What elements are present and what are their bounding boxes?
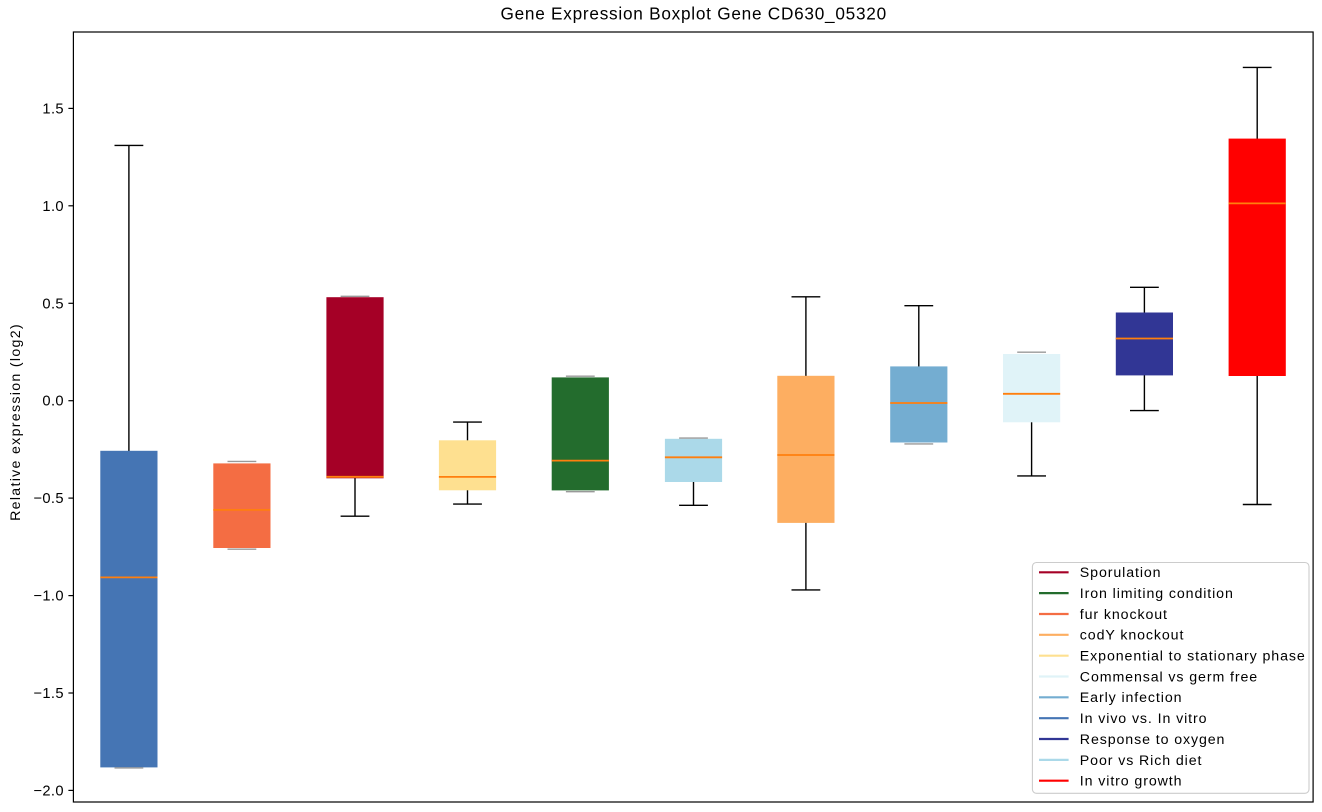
svg-text:Gene Expression Boxplot Gene C: Gene Expression Boxplot Gene CD630_05320 [500,4,886,24]
svg-text:codY knockout: codY knockout [1080,628,1185,644]
svg-text:In vivo vs. In vitro: In vivo vs. In vitro [1080,711,1208,727]
svg-text:Iron limiting condition: Iron limiting condition [1080,586,1234,602]
svg-text:Sporulation: Sporulation [1080,565,1162,581]
svg-text:In vitro growth: In vitro growth [1080,774,1183,790]
svg-text:−1.0: −1.0 [33,589,64,605]
svg-text:1.0: 1.0 [42,199,64,215]
svg-text:−1.5: −1.5 [33,686,64,702]
svg-text:Commensal vs germ free: Commensal vs germ free [1080,669,1258,685]
svg-text:1.5: 1.5 [42,101,64,117]
svg-text:Relative expression (log2): Relative expression (log2) [8,323,24,521]
svg-text:Exponential to stationary phas: Exponential to stationary phase [1080,649,1306,665]
svg-text:Response to oxygen: Response to oxygen [1080,732,1226,748]
svg-text:Early infection: Early infection [1080,690,1183,706]
svg-text:0.5: 0.5 [42,296,64,312]
svg-text:−0.5: −0.5 [33,491,64,507]
svg-text:0.0: 0.0 [42,394,64,410]
svg-text:fur knockout: fur knockout [1080,607,1168,623]
svg-text:−2.0: −2.0 [33,783,64,799]
svg-text:Poor vs Rich diet: Poor vs Rich diet [1080,753,1203,769]
